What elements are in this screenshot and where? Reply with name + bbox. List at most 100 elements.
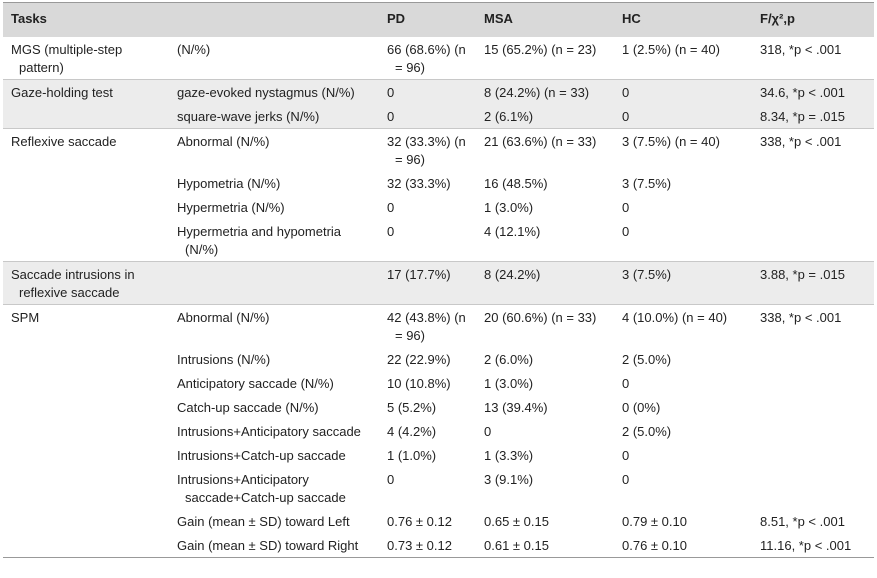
table-cell: 0.76 ± 0.12	[387, 514, 452, 529]
table-cell: Abnormal (N/%)	[169, 304, 379, 347]
table-row: Intrusions+Catch-up saccade 1 (1.0%) 1 (3.…	[3, 443, 874, 467]
table-cell	[752, 443, 874, 467]
table-cell	[3, 195, 169, 219]
table-cell: 0	[622, 448, 630, 463]
table-cell: Hypermetria (N/%)	[177, 200, 285, 215]
table-cell	[752, 419, 874, 443]
table-cell: 0	[387, 200, 395, 215]
table-cell	[3, 171, 169, 195]
table-cell: 0	[379, 104, 476, 129]
table-cell: Intrusions (N/%)	[177, 352, 271, 367]
table-cell: 0 (0%)	[622, 400, 661, 415]
table-cell: Gain (mean ± SD) toward Left	[177, 514, 350, 529]
table-row: Intrusions+Anticipatory saccade 4 (4.2%) 0…	[3, 419, 874, 443]
table-cell: 0	[622, 376, 630, 391]
table-cell	[752, 347, 874, 371]
table-cell: 0.65 ± 0.15	[484, 514, 549, 529]
table-cell: MGS (multiple-step pattern)	[11, 42, 123, 75]
table-cell: 22 (22.9%)	[387, 352, 451, 367]
table-cell: 3.88, *p = .015	[752, 261, 874, 305]
header-cell	[169, 2, 379, 37]
table-cell: 0	[379, 79, 476, 104]
table-cell: 2 (6.0%)	[484, 352, 534, 367]
table-cell: 8.34, *p = .015	[752, 104, 874, 129]
table-cell: 0	[622, 224, 630, 239]
table-cell: Gaze-holding test	[3, 79, 169, 104]
table-row: Catch-up saccade (N/%) 5 (5.2%) 13 (39.4%)…	[3, 395, 874, 419]
table-cell: gaze-evoked nystagmus (N/%)	[169, 79, 379, 104]
table-cell	[3, 467, 169, 509]
table-cell: 11.16, *p < .001	[760, 538, 852, 553]
table-cell: 2 (6.1%)	[476, 104, 614, 129]
table-row: Saccade intrusions in reflexive saccade 1…	[3, 261, 874, 305]
table-cell: (N/%)	[177, 42, 211, 57]
table-cell: 338, *p < .001	[752, 128, 874, 171]
table-cell: Anticipatory saccade (N/%)	[177, 376, 334, 391]
table-cell	[3, 104, 169, 129]
table-cell: square-wave jerks (N/%)	[169, 104, 379, 129]
table-cell: 338, *p < .001	[752, 304, 874, 347]
results-table: Tasks PD MSA HC F/χ²,p MGS (multiple-ste…	[3, 2, 874, 558]
table-cell: 66 (68.6%) (n = 96)	[387, 42, 466, 75]
table-row: Intrusions (N/%) 22 (22.9%) 2 (6.0%) 2 (5.0…	[3, 347, 874, 371]
table-cell: Intrusions+Anticipatory saccade	[177, 424, 361, 439]
table-cell: 0	[484, 424, 492, 439]
table-cell: 32 (33.3%) (n = 96)	[379, 128, 476, 171]
table-cell: 1 (1.0%)	[387, 448, 437, 463]
table-cell: 0	[614, 104, 752, 129]
table-row: Hypermetria (N/%) 0 1 (3.0%) 0	[3, 195, 874, 219]
table-cell: Abnormal (N/%)	[169, 128, 379, 171]
table-cell: 21 (63.6%) (n = 33)	[476, 128, 614, 171]
table-cell: 3 (7.5%)	[614, 261, 752, 305]
table-cell	[3, 533, 169, 558]
table-cell: 34.6, *p < .001	[752, 79, 874, 104]
table-row: Hypermetria and hypometria (N/%) 0 4 (12.1…	[3, 219, 874, 262]
table-cell: 16 (48.5%)	[484, 176, 548, 191]
table-cell	[3, 443, 169, 467]
table-cell: Intrusions+Anticipatory saccade+Catch-up…	[177, 472, 346, 505]
table-cell: 4 (12.1%)	[484, 224, 541, 239]
table-row: Gain (mean ± SD) toward Right 0.73 ± 0.12…	[3, 533, 874, 558]
table-cell: 3 (7.5%) (n = 40)	[614, 128, 752, 171]
header-row: Tasks PD MSA HC F/χ²,p	[3, 2, 874, 37]
table-cell: 15 (65.2%) (n = 23)	[484, 42, 597, 57]
table-cell: 8.51, *p < .001	[760, 514, 845, 529]
table-cell: 0.76 ± 0.10	[622, 538, 687, 553]
table-cell	[3, 395, 169, 419]
table-cell: 42 (43.8%) (n = 96)	[379, 304, 476, 347]
table-cell	[3, 419, 169, 443]
table-cell: 13 (39.4%)	[484, 400, 548, 415]
table-cell: 0	[622, 472, 630, 487]
table-cell: 4 (4.2%)	[387, 424, 437, 439]
table-cell: 0	[387, 224, 395, 239]
table-cell: 0.73 ± 0.12	[387, 538, 452, 553]
table-cell: Hypometria (N/%)	[177, 176, 281, 191]
table-cell: Saccade intrusions in reflexive saccade	[3, 261, 169, 305]
table-cell	[752, 171, 874, 195]
table-row: square-wave jerks (N/%) 0 2 (6.1%) 0 8.34, *…	[3, 104, 874, 129]
table-cell	[3, 509, 169, 533]
table-cell: Catch-up saccade (N/%)	[177, 400, 319, 415]
table-row: Gain (mean ± SD) toward Left 0.76 ± 0.12 0…	[3, 509, 874, 533]
table-cell: Intrusions+Catch-up saccade	[177, 448, 346, 463]
table-row: Reflexive saccade Abnormal (N/%) 32 (33.3%…	[3, 128, 874, 171]
table-cell	[752, 195, 874, 219]
table-cell: 4 (10.0%) (n = 40)	[614, 304, 752, 347]
table-row: SPM Abnormal (N/%) 42 (43.8%) (n = 96) 20 (…	[3, 304, 874, 347]
table-cell: 20 (60.6%) (n = 33)	[476, 304, 614, 347]
table-row: Hypometria (N/%) 32 (33.3%) 16 (48.5%) 3 (7…	[3, 171, 874, 195]
table-cell	[752, 467, 874, 509]
header-cell: PD	[379, 2, 476, 37]
table-cell	[3, 371, 169, 395]
table-cell: 0	[387, 472, 395, 487]
table-cell: 1 (2.5%) (n = 40)	[622, 42, 720, 57]
table-cell: 17 (17.7%)	[379, 261, 476, 305]
header-cell: HC	[614, 2, 752, 37]
table-cell	[3, 347, 169, 371]
table-cell: 8 (24.2%) (n = 33)	[476, 79, 614, 104]
table-cell: 0.79 ± 0.10	[622, 514, 687, 529]
table-cell: 0.61 ± 0.15	[484, 538, 549, 553]
table-cell: SPM	[3, 304, 169, 347]
table-cell: 3 (7.5%)	[622, 176, 672, 191]
table-cell: 1 (3.0%)	[484, 376, 534, 391]
